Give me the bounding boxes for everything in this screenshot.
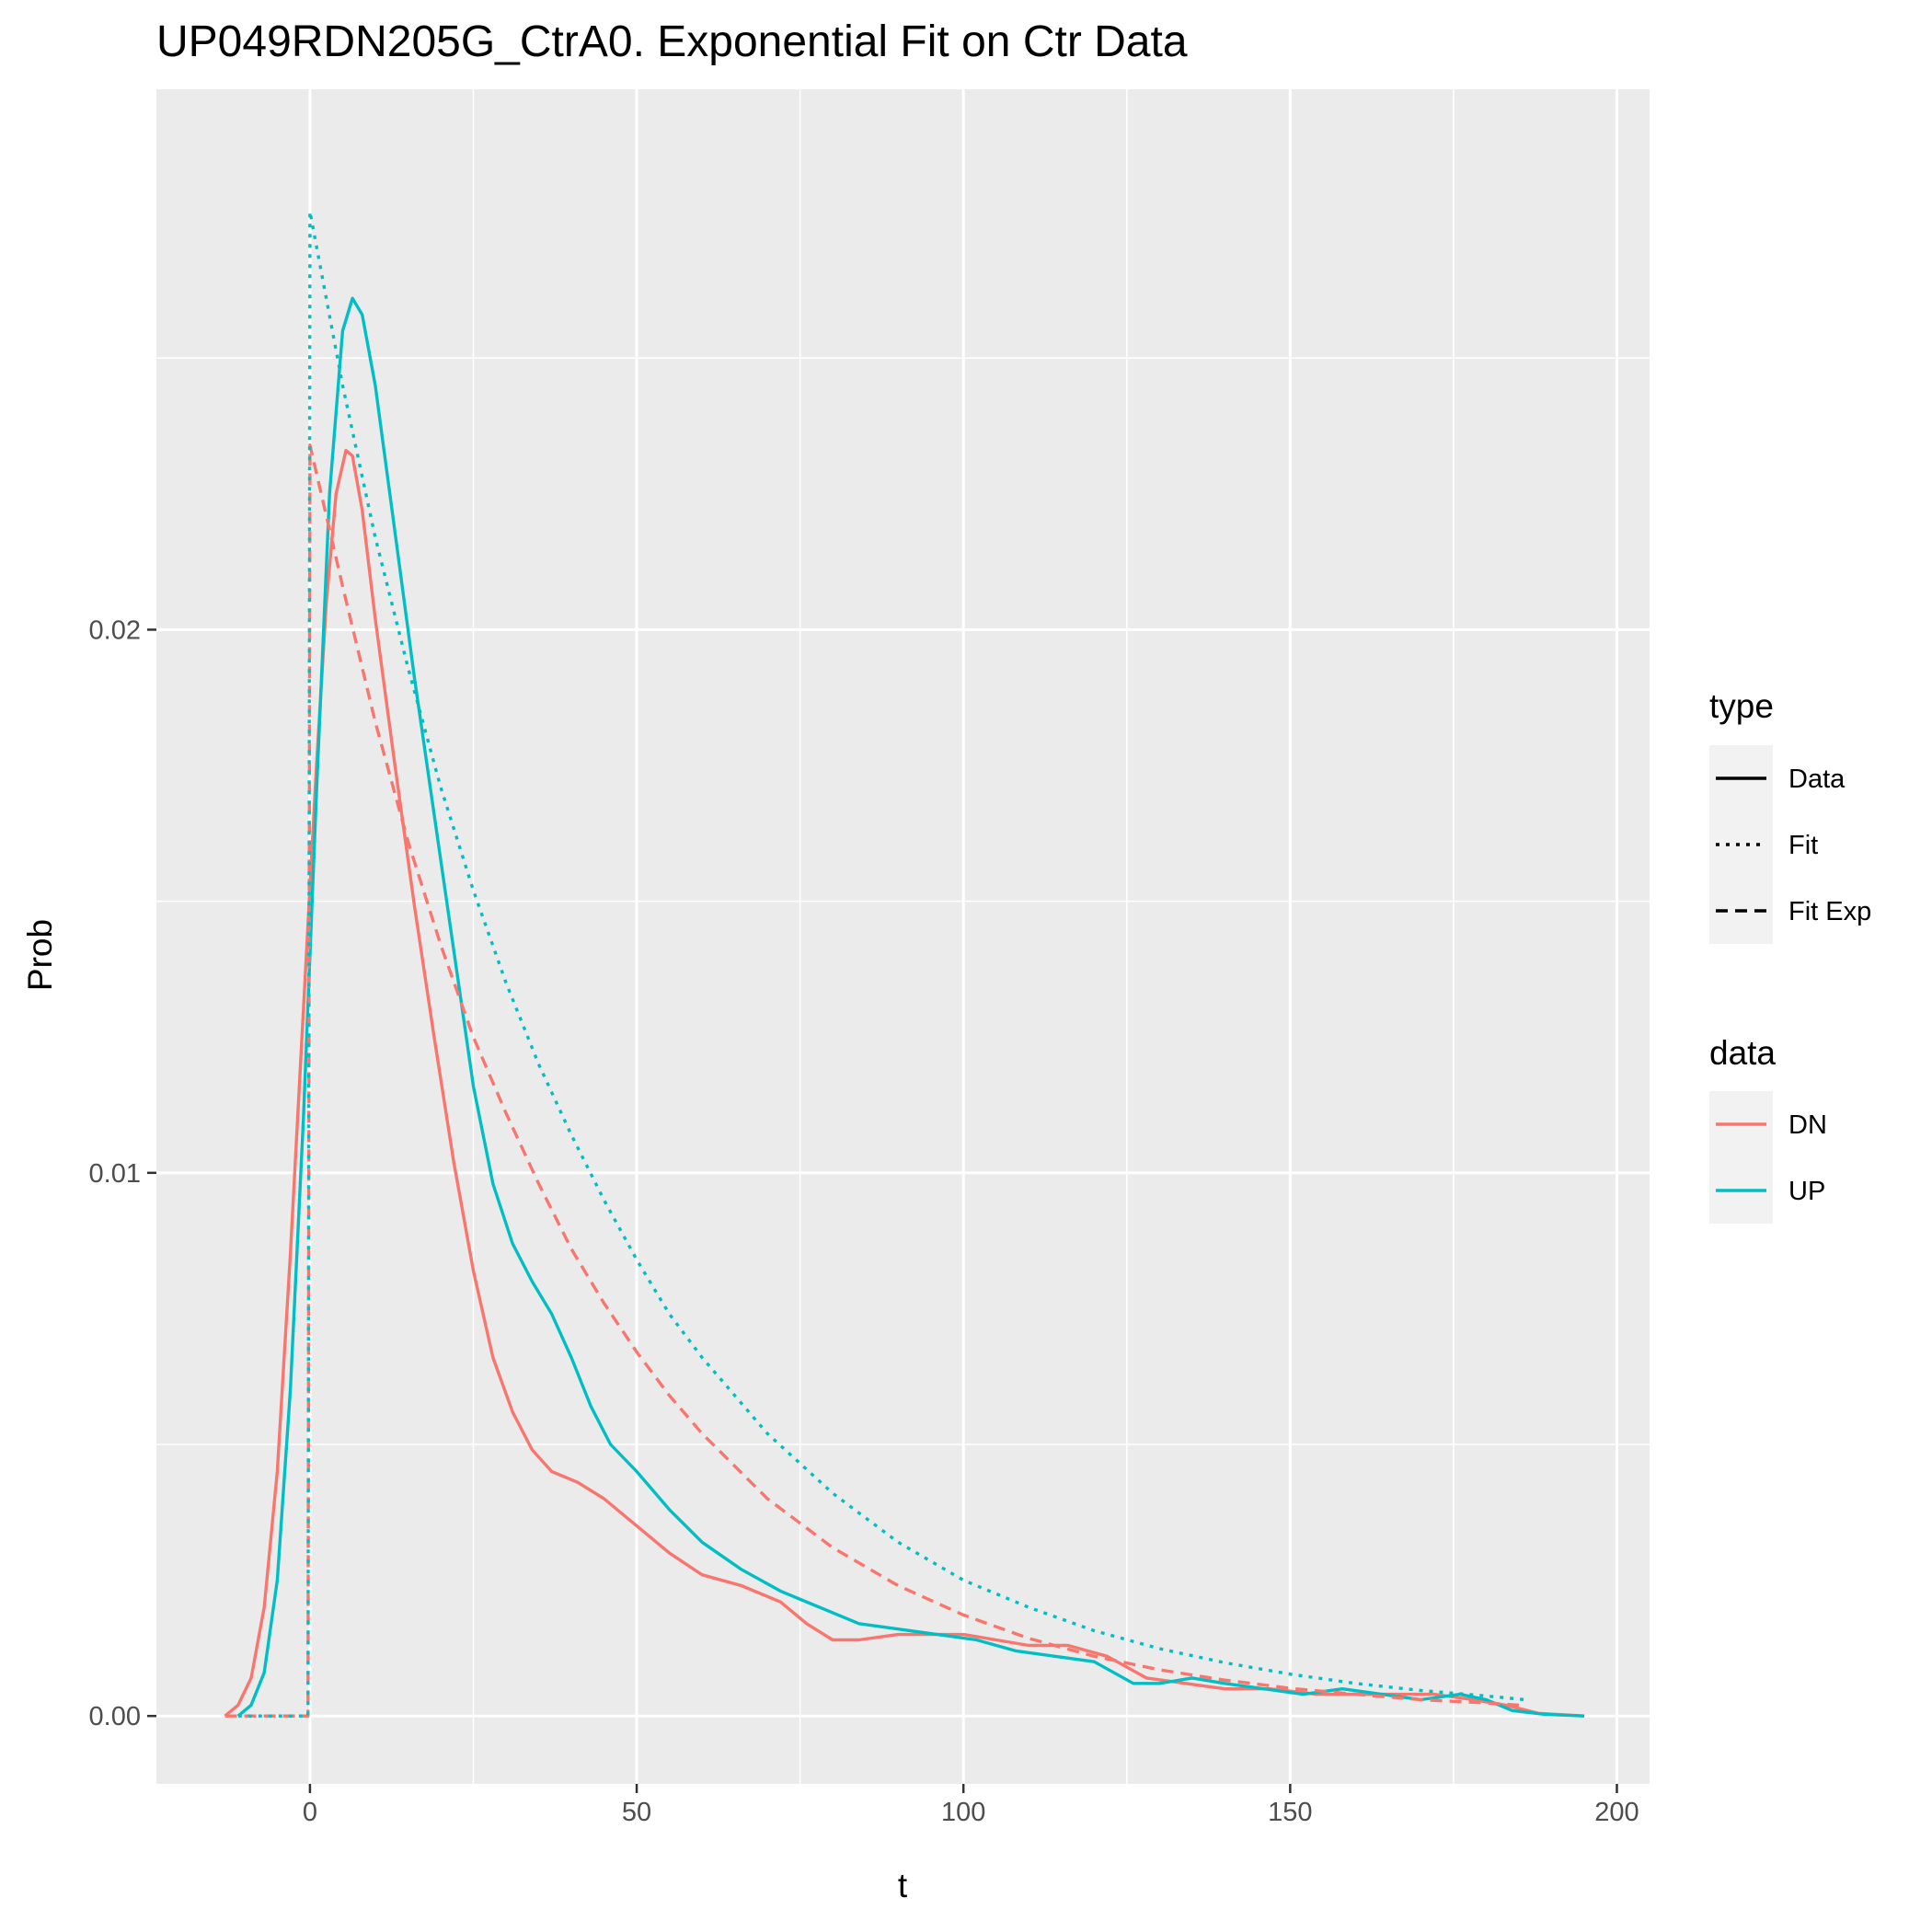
chart-title: UP049RDN205G_CtrA0. Exponential Fit on C… <box>156 17 1188 66</box>
series-lines <box>224 210 1585 1718</box>
series-up-fit <box>237 210 1526 1718</box>
legend-label: DN <box>1788 1110 1827 1140</box>
y-tick-label: 0.02 <box>89 615 141 645</box>
x-tick-label: 150 <box>1268 1798 1312 1827</box>
minor-grid <box>156 89 1650 1784</box>
y-axis: 0.00 0.01 0.02 <box>89 615 156 1731</box>
x-tick-label: 200 <box>1594 1798 1639 1827</box>
major-grid <box>156 89 1650 1784</box>
legends: type Data Fit Fit Exp data DN UP <box>1709 687 1871 1224</box>
legend-label: Data <box>1788 765 1846 794</box>
y-axis-title: Prob <box>21 919 59 991</box>
plot-panel <box>156 89 1650 1784</box>
legend-title-type: type <box>1709 687 1774 725</box>
legend-title-data: data <box>1709 1034 1776 1072</box>
y-tick-label: 0.00 <box>89 1702 141 1731</box>
legend-label: Fit Exp <box>1788 897 1871 926</box>
x-axis: 0 50 100 150 200 <box>303 1784 1639 1827</box>
x-tick-label: 100 <box>941 1798 985 1827</box>
x-axis-title: t <box>898 1867 908 1904</box>
x-tick-label: 50 <box>622 1798 651 1827</box>
series-dn-fit-exp <box>224 443 1520 1718</box>
y-tick-label: 0.01 <box>89 1159 141 1189</box>
x-tick-label: 0 <box>303 1798 317 1827</box>
legend-label: UP <box>1788 1177 1825 1206</box>
series-up-data <box>236 296 1585 1718</box>
legend-key <box>1709 811 1773 878</box>
legend-label: Fit <box>1788 831 1818 860</box>
